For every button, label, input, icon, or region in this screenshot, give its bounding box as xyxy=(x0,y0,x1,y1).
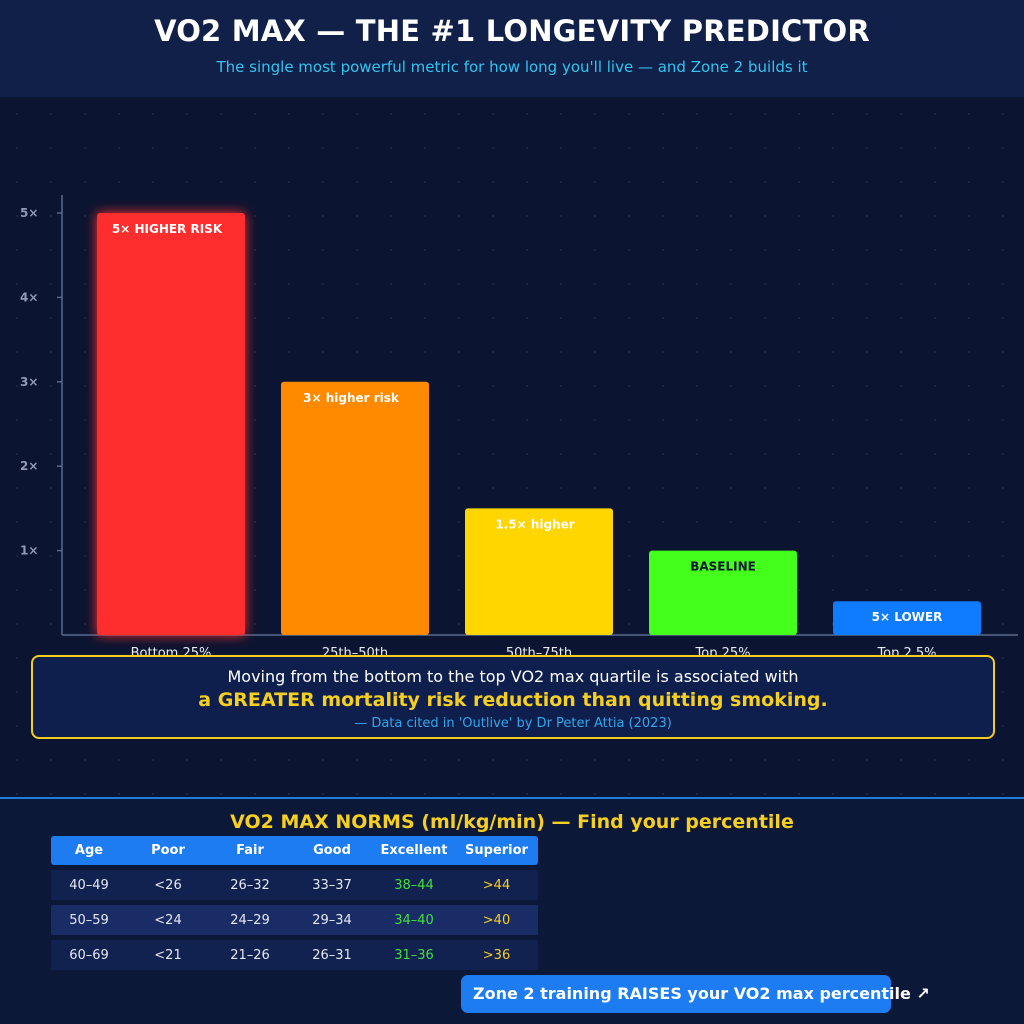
quote-citation: — Data cited in 'Outlive' by Dr Peter At… xyxy=(354,716,672,731)
table-row: 40–49 <26 26–32 33–37 38–44 >44 xyxy=(51,870,538,900)
bar-data-label: BASELINE xyxy=(690,560,756,574)
cell-age: 50–59 xyxy=(69,912,109,928)
table-row: 60–69 <21 21–26 26–31 31–36 >36 xyxy=(51,940,538,970)
header: VO2 MAX — THE #1 LONGEVITY PREDICTOR The… xyxy=(0,0,1024,97)
header-poor: Poor xyxy=(151,843,185,858)
cell-age: 60–69 xyxy=(69,947,109,963)
bar xyxy=(97,213,245,635)
header-good: Good xyxy=(313,843,351,858)
cell-good: 33–37 xyxy=(312,877,352,893)
cell-superior: >36 xyxy=(482,947,511,963)
norms-title: VO2 MAX NORMS (ml/kg/min) — Find your pe… xyxy=(230,811,794,833)
cell-poor: <21 xyxy=(154,947,182,963)
zone2-cta-button[interactable]: Zone 2 training RAISES your VO2 max perc… xyxy=(461,975,930,1013)
cell-age: 40–49 xyxy=(69,877,109,893)
page-subtitle: The single most powerful metric for how … xyxy=(216,58,808,76)
x-tick-label: Top 2.5% xyxy=(876,646,936,656)
bar xyxy=(649,550,797,635)
y-tick-label: 4× xyxy=(20,290,38,304)
cell-excellent: 38–44 xyxy=(394,877,434,893)
quote-box: Moving from the bottom to the top VO2 ma… xyxy=(31,655,995,739)
y-tick-label: 1× xyxy=(20,544,38,558)
y-tick-label: 5× xyxy=(20,206,38,220)
y-tick-label: 2× xyxy=(20,459,38,473)
bar xyxy=(281,381,429,635)
bar-data-label: 1.5× higher xyxy=(495,517,574,531)
cell-fair: 21–26 xyxy=(230,947,270,963)
risk-bar-chart: 1× 2× 3× 4× 5× 5× HIGHER RISK Bottom 25% 3× hig… xyxy=(20,195,1018,656)
table-row: 50–59 <24 24–29 29–34 34–40 >40 xyxy=(51,905,538,935)
cell-fair: 24–29 xyxy=(230,912,270,928)
section-divider xyxy=(0,797,1024,799)
table-header: Age Poor Fair Good Excellent Superior xyxy=(51,836,538,865)
norms-table: Age Poor Fair Good Excellent Superior 40… xyxy=(51,836,538,970)
cell-poor: <24 xyxy=(154,912,182,928)
cell-fair: 26–32 xyxy=(230,877,270,893)
cell-good: 29–34 xyxy=(312,912,352,928)
page-title: VO2 MAX — THE #1 LONGEVITY PREDICTOR xyxy=(154,14,870,48)
cell-poor: <26 xyxy=(154,877,182,893)
cell-good: 26–31 xyxy=(312,947,352,963)
cell-superior: >44 xyxy=(482,877,511,893)
header-fair: Fair xyxy=(236,843,264,858)
x-tick-label: 25th–50th xyxy=(322,646,388,656)
x-tick-label: 50th–75th xyxy=(506,646,572,656)
header-excellent: Excellent xyxy=(380,843,448,858)
bar xyxy=(833,601,981,635)
bar-data-label: 3× higher risk xyxy=(303,391,400,405)
bar-data-label: 5× LOWER xyxy=(872,610,943,624)
cell-excellent: 34–40 xyxy=(394,912,434,928)
bar xyxy=(465,508,613,635)
header-age: Age xyxy=(74,843,104,858)
quote-line-1: Moving from the bottom to the top VO2 ma… xyxy=(227,667,799,686)
header-superior: Superior xyxy=(465,843,528,858)
quote-highlight: a GREATER mortality risk reduction than … xyxy=(198,689,828,711)
x-tick-label: Bottom 25% xyxy=(131,646,212,656)
bar-data-label: 5× HIGHER RISK xyxy=(112,222,223,236)
y-tick-label: 3× xyxy=(20,375,38,389)
cell-superior: >40 xyxy=(482,912,511,928)
cell-excellent: 31–36 xyxy=(394,947,434,963)
x-tick-label: Top 25% xyxy=(695,646,751,656)
